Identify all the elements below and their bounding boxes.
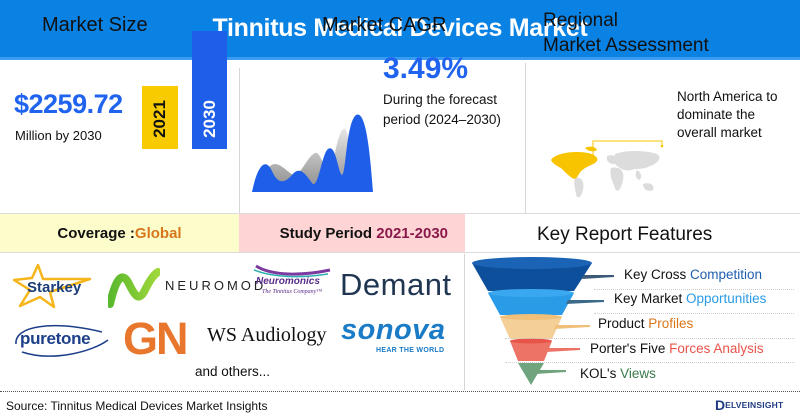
gn-logo: GN <box>123 313 188 364</box>
wave-chart-icon <box>252 114 373 192</box>
study-period-label: Study Period <box>279 224 377 242</box>
divider <box>525 63 526 214</box>
key-features-title: Key Report Features <box>537 224 713 245</box>
delveinsight-logo: D ELVEINSIGHT <box>715 397 783 413</box>
neuromonics-tagline: The Tinnitus Company™ <box>262 289 323 295</box>
bar-2030: 2030 <box>192 31 227 149</box>
feature-key-cross-competition: Key Cross Competition <box>624 267 762 282</box>
divider <box>0 213 800 214</box>
market-cagr-title: Market CAGR <box>322 14 447 36</box>
neuromonics-logo: Neuromonics <box>256 276 320 287</box>
feature-prefix: Key Cross <box>624 267 691 282</box>
sonova-logo: sonova <box>341 314 446 346</box>
regional-description: North America to dominate the overall ma… <box>677 88 778 142</box>
bar-label-2030: 2030 <box>199 100 219 138</box>
puretone-swoosh-icon <box>15 325 109 357</box>
neuromod-logo: NEUROMOD <box>165 278 267 293</box>
coverage-value: Global <box>134 224 182 242</box>
divider <box>594 313 794 314</box>
feature-prefix: Porter's Five <box>590 341 670 356</box>
others-text: and others... <box>195 364 271 379</box>
feature-prefix: Key Market <box>614 291 687 306</box>
world-map-icon <box>551 140 664 198</box>
brand-name: ELVEINSIGHT <box>725 400 784 410</box>
regional-text-line-2: dominate the <box>677 107 756 122</box>
footer-divider <box>0 391 800 392</box>
market-cagr-description: During the forecast period (2024–2030) <box>383 90 501 130</box>
cagr-line-1: During the forecast <box>383 92 498 107</box>
bar-label-2021: 2021 <box>150 100 170 138</box>
regional-title: Regional Market Assessment <box>543 8 709 58</box>
study-period-band: Study Period 2021-2030 <box>239 214 465 252</box>
neuromod-wave-icon <box>108 268 160 308</box>
divider <box>505 362 795 363</box>
feature-prefix: Product <box>598 316 649 331</box>
divider <box>239 68 240 214</box>
divider <box>594 289 794 290</box>
market-size-value: $2259.72 <box>14 89 123 119</box>
ws-audiology-logo: WS Audiology <box>207 324 327 346</box>
starkey-star-icon <box>12 263 92 309</box>
puretone-logo: puretone <box>20 329 91 348</box>
neuromonics-swoosh-icon <box>253 264 331 278</box>
page-title: Tinnitus Medical Devices Market <box>212 14 588 42</box>
feature-highlight: Opportunities <box>686 291 767 306</box>
starkey-logo: Starkey <box>27 279 82 296</box>
regional-text-line-3: overall market <box>677 125 762 140</box>
coverage-label: Coverage : <box>57 224 135 242</box>
regional-title-line-2: Market Assessment <box>543 35 709 56</box>
divider <box>505 338 795 339</box>
feature-product-profiles: Product Profiles <box>598 316 693 331</box>
study-period-value: 2021-2030 <box>376 224 448 242</box>
feature-highlight: Profiles <box>648 316 694 331</box>
feature-key-market-opportunities: Key Market Opportunities <box>614 291 766 306</box>
cagr-line-2: period (2024–2030) <box>383 112 501 127</box>
market-size-title: Market Size <box>42 14 148 36</box>
feature-prefix: KOL's <box>580 366 621 381</box>
coverage-band: Coverage : Global <box>0 214 239 252</box>
divider <box>0 252 800 253</box>
feature-highlight: Competition <box>690 267 763 282</box>
feature-porters-five-forces: Porter's Five Forces Analysis <box>590 341 764 356</box>
feature-kol-views: KOL's Views <box>580 366 656 381</box>
title-banner: Tinnitus Medical Devices Market <box>0 0 800 60</box>
funnel-icon <box>472 257 614 385</box>
market-cagr-value: 3.49% <box>383 52 469 85</box>
feature-highlight: Forces Analysis <box>669 341 764 356</box>
feature-highlight: Views <box>620 366 656 381</box>
regional-text-line-1: North America to <box>677 89 778 104</box>
sonova-tagline: HEAR THE WORLD <box>376 347 445 354</box>
demant-logo: Demant <box>340 267 452 302</box>
source-text: Source: Tinnitus Medical Devices Market … <box>6 399 268 413</box>
divider <box>464 254 465 390</box>
bar-2021: 2021 <box>142 86 178 149</box>
market-size-unit: Million by 2030 <box>15 128 102 143</box>
brand-initial: D <box>715 397 726 413</box>
regional-title-line-1: Regional <box>543 10 618 31</box>
